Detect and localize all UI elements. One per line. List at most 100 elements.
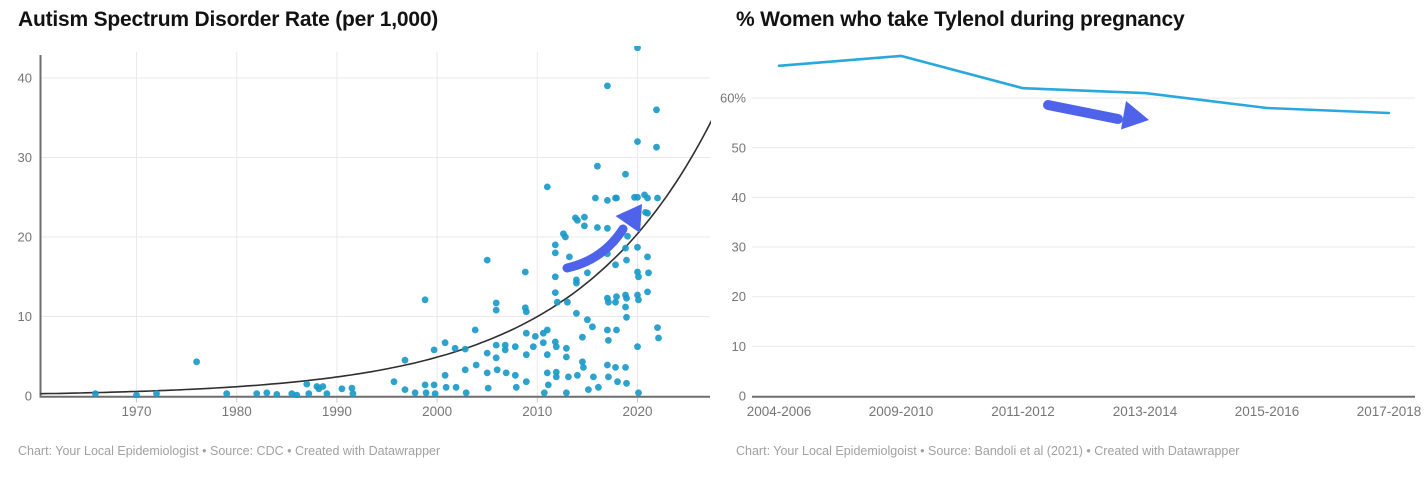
scatter-dot <box>590 373 597 381</box>
scatter-dot <box>461 366 469 374</box>
scatter-dot <box>551 289 559 296</box>
scatter-dot <box>430 381 438 389</box>
x-tick-label: 2020 <box>622 404 652 419</box>
asd-chart-caption: Chart: Your Local Epidemiologist • Sourc… <box>18 444 441 458</box>
scatter-dot <box>483 256 491 264</box>
scatter-dot <box>634 343 641 351</box>
scatter-dot <box>605 298 612 306</box>
scatter-dot <box>612 261 619 269</box>
scatter-dot <box>655 334 662 342</box>
scatter-dot <box>421 381 429 389</box>
tylenol-chart-title: % Women who take Tylenol during pregnanc… <box>736 8 1185 31</box>
y-tick-label: 10 <box>732 339 746 354</box>
scatter-dot <box>653 143 660 151</box>
scatter-dot <box>441 339 449 347</box>
y-tick-label: 30 <box>18 150 32 165</box>
scatter-dot <box>623 256 630 264</box>
scatter-dot <box>431 390 439 397</box>
scatter-dot <box>605 373 612 381</box>
scatter-dot <box>644 209 651 217</box>
asd-scatter-chart: 0 10 20 30 40 1970 1980 1990 2000 2010 2020 <box>18 46 711 419</box>
scatter-dot <box>401 356 409 364</box>
scatter-dot <box>584 269 591 277</box>
scatter-dot <box>623 379 630 387</box>
scatter-dot <box>349 390 357 397</box>
scatter-dot <box>623 294 630 302</box>
scatter-dot <box>634 138 641 146</box>
scatter-dot <box>645 269 652 277</box>
y-tick-label: 0 <box>739 389 746 404</box>
scatter-dot <box>92 390 99 397</box>
scatter-dot <box>594 224 601 231</box>
arrow-head <box>615 204 642 233</box>
scatter-dot <box>543 326 551 334</box>
scatter-dot <box>653 106 660 114</box>
scatter-dot <box>461 345 469 353</box>
scatter-dot <box>543 183 551 191</box>
scatter-dot <box>471 326 479 334</box>
x-tick-label: 2004-2006 <box>747 404 812 419</box>
scatter-dot <box>579 358 586 366</box>
scatter-dot <box>493 366 501 374</box>
scatter-dot <box>613 326 620 334</box>
scatter-dot <box>635 389 642 397</box>
arrow-shaft <box>1043 100 1123 124</box>
scatter-dot <box>543 369 551 377</box>
asd-chart-title: Autism Spectrum Disorder Rate (per 1,000… <box>18 8 439 31</box>
scatter-dot <box>441 371 449 379</box>
scatter-dot <box>563 389 570 397</box>
scatter-dot <box>595 383 602 391</box>
scatter-dot <box>612 298 619 306</box>
scatter-dot <box>323 390 331 397</box>
scatter-dot <box>581 213 588 221</box>
x-tick-label: 2015-2016 <box>1235 404 1300 419</box>
scatter-dot <box>223 390 231 397</box>
y-tick-label: 20 <box>18 230 32 245</box>
scatter-dot <box>634 46 641 52</box>
scatter-dot <box>411 389 419 397</box>
scatter-dot <box>529 343 537 351</box>
scatter-dot <box>592 194 599 202</box>
scatter-dot <box>604 361 611 369</box>
tylenol-down-arrow-annotation <box>1043 100 1149 130</box>
scatter-dot <box>551 249 559 257</box>
scatter-dot <box>462 389 470 397</box>
scatter-dot <box>305 390 313 397</box>
scatter-dot <box>338 385 346 393</box>
scatter-dot <box>472 361 480 369</box>
scatter-dot <box>501 341 509 349</box>
scatter-dot <box>263 389 271 397</box>
scatter-dot <box>544 381 552 389</box>
x-tick-label: 1990 <box>322 404 352 419</box>
asd-axes <box>39 55 710 398</box>
scatter-dot <box>501 346 509 354</box>
scatter-dot <box>512 383 520 391</box>
y-tick-label: 40 <box>18 71 32 86</box>
scatter-dot <box>390 378 398 386</box>
tylenol-chart-caption: Chart: Your Local Epidemiolgoist • Sourc… <box>736 444 1240 458</box>
scatter-dot <box>452 383 460 391</box>
scatter-dot <box>564 298 571 306</box>
scatter-dot <box>563 344 570 352</box>
scatter-dot <box>442 383 450 391</box>
asd-scatter-points <box>92 46 662 398</box>
scatter-dot <box>543 351 551 359</box>
scatter-dot <box>622 303 629 311</box>
x-tick-label: 1980 <box>222 404 252 419</box>
scatter-dot <box>604 197 611 204</box>
scatter-dot <box>483 369 491 377</box>
scatter-dot <box>253 390 261 397</box>
scatter-dot <box>552 368 560 376</box>
asd-x-tick-labels: 1970 1980 1990 2000 2010 2020 <box>121 404 652 419</box>
x-tick-label: 1970 <box>121 404 151 419</box>
scatter-dot <box>483 349 491 357</box>
scatter-dot <box>623 313 630 321</box>
scatter-dot <box>421 296 429 304</box>
tylenol-y-tick-labels: 0 10 20 30 40 50 60% <box>720 91 746 404</box>
y-tick-label: 40 <box>732 190 746 205</box>
scatter-dot <box>574 216 581 224</box>
scatter-dot <box>552 343 560 351</box>
scatter-dot <box>604 82 611 90</box>
